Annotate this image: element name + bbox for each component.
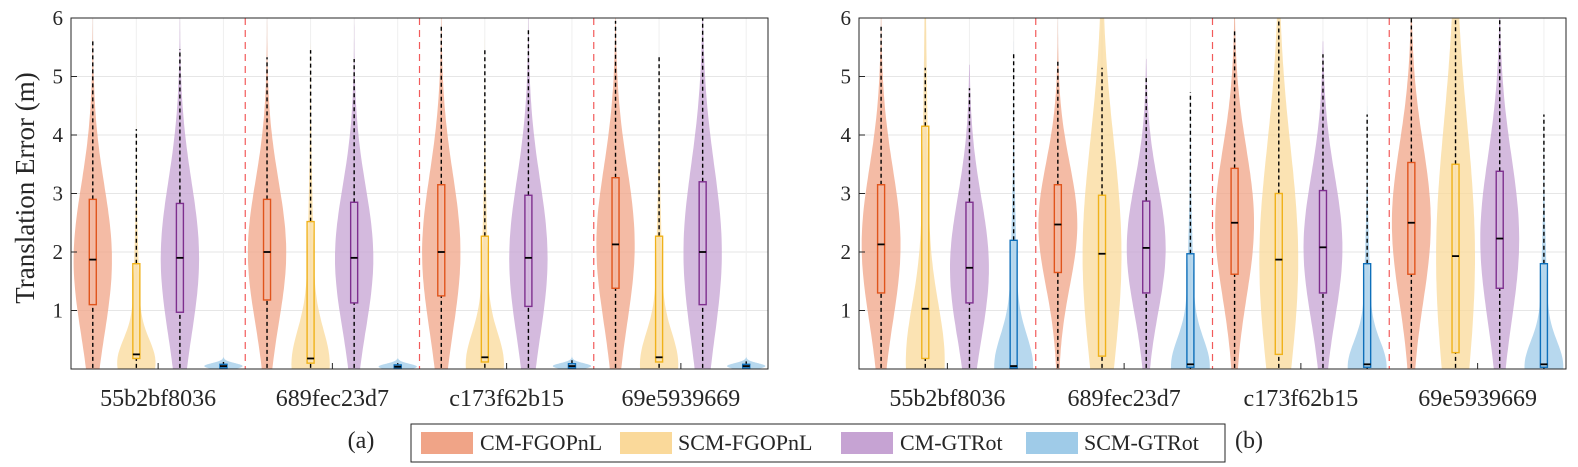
- series-cm-gtrot: [160, 18, 722, 369]
- y-tick-label: 2: [53, 240, 64, 264]
- y-tick-label: 1: [841, 299, 852, 323]
- y-tick-label: 5: [841, 65, 852, 89]
- legend-swatch: [620, 432, 672, 454]
- series-cm-gtrot: [950, 18, 1520, 370]
- series-cm-fgopnl: [73, 18, 635, 369]
- box: [306, 220, 315, 364]
- violin: [117, 94, 156, 369]
- box: [480, 235, 490, 363]
- box: [1362, 263, 1372, 368]
- box: [876, 184, 886, 294]
- box: [654, 235, 664, 363]
- y-tick-label: 4: [53, 123, 64, 147]
- panel-a-chart: 1 2 3 4 5 6 55b2bf8036 689fec23d7 c173f62b15 69e5…: [53, 6, 769, 412]
- violin: [1436, 18, 1475, 369]
- legend-swatch: [841, 432, 893, 454]
- violin: [950, 64, 989, 370]
- y-tick-label: 1: [53, 299, 64, 323]
- series-scm-fgopnl: [117, 35, 679, 370]
- x-tick-label: 69e5939669: [622, 386, 741, 412]
- legend-swatch: [421, 432, 473, 454]
- box: [1053, 184, 1063, 274]
- box: [1186, 253, 1195, 368]
- violin: [1215, 18, 1254, 369]
- x-tick-label: c173f62b15: [1244, 386, 1359, 412]
- violin: [861, 18, 901, 369]
- y-tick-label: 5: [53, 65, 64, 89]
- violin: [465, 35, 504, 369]
- box: [1009, 239, 1018, 369]
- violin: [1524, 105, 1564, 370]
- y-tick-label: 6: [841, 6, 852, 30]
- x-tick-label: 689fec23d7: [276, 386, 389, 412]
- box: [349, 201, 359, 304]
- legend-label: CM-GTRot: [900, 430, 1003, 455]
- violin: [683, 18, 722, 369]
- legend-entry-cm-gtrot: CM-GTRot: [841, 430, 1003, 455]
- series-scm-fgopnl: [905, 18, 1475, 369]
- series-scm-gtrot: [994, 41, 1564, 370]
- box: [524, 194, 533, 308]
- violin: [1038, 18, 1078, 369]
- box: [262, 198, 272, 301]
- y-tick-label: 3: [53, 182, 64, 206]
- box: [921, 125, 930, 360]
- violin: [905, 18, 945, 369]
- violin: [1303, 41, 1343, 370]
- violin: [247, 18, 287, 369]
- box: [1495, 170, 1504, 289]
- violin: [1126, 58, 1166, 370]
- box: [1097, 194, 1107, 357]
- violin: [1480, 18, 1520, 369]
- legend-swatch: [1026, 432, 1078, 454]
- series-cm-fgopnl: [861, 18, 1431, 369]
- y-tick-label: 2: [841, 240, 852, 264]
- box: [1407, 161, 1416, 275]
- y-tick-label: 4: [841, 123, 852, 147]
- box: [1318, 189, 1328, 294]
- legend-entry-scm-gtrot: SCM-GTRot: [1026, 430, 1199, 455]
- box: [1274, 192, 1283, 356]
- violin: [1347, 105, 1387, 370]
- box: [88, 198, 97, 306]
- box: [437, 184, 446, 297]
- x-tick-label: 55b2bf8036: [100, 386, 216, 412]
- x-tick-label: 69e5939669: [1418, 386, 1537, 412]
- legend-entry-cm-fgopnl: CM-FGOPnL: [421, 430, 602, 455]
- legend: CM-FGOPnL SCM-FGOPnL CM-GTRot SCM-GTRot: [410, 423, 1226, 463]
- box: [1451, 163, 1460, 354]
- y-tick-label: 3: [841, 182, 852, 206]
- violin: [422, 18, 461, 369]
- x-tick-label: 55b2bf8036: [889, 386, 1005, 412]
- box: [132, 263, 141, 360]
- legend-label: SCM-FGOPnL: [678, 430, 812, 455]
- panel-b-chart: 1 2 3 4 5 6 55b2bf8036 689fec23d7 c173f62b15 69e5…: [841, 6, 1567, 412]
- legend-entry-scm-fgopnl: SCM-FGOPnL: [620, 430, 812, 455]
- series-scm-gtrot: [204, 356, 766, 369]
- box: [1539, 263, 1549, 368]
- panel-label-b: (b): [1235, 428, 1263, 454]
- violin: [596, 18, 635, 369]
- legend-label: SCM-GTRot: [1084, 430, 1199, 455]
- box: [698, 181, 707, 306]
- x-tick-label: c173f62b15: [449, 386, 564, 412]
- legend-label: CM-FGOPnL: [480, 430, 602, 455]
- violin: [73, 18, 112, 369]
- box: [611, 177, 620, 289]
- legend-box: [410, 423, 1226, 463]
- x-tick-label: 689fec23d7: [1067, 386, 1180, 412]
- box: [1230, 167, 1239, 275]
- panel-label-a: (a): [348, 428, 375, 454]
- y-tick-label: 6: [53, 6, 64, 30]
- violin: [1391, 18, 1431, 369]
- y-axis-label: Translation Error (m): [10, 72, 40, 303]
- box: [965, 201, 974, 304]
